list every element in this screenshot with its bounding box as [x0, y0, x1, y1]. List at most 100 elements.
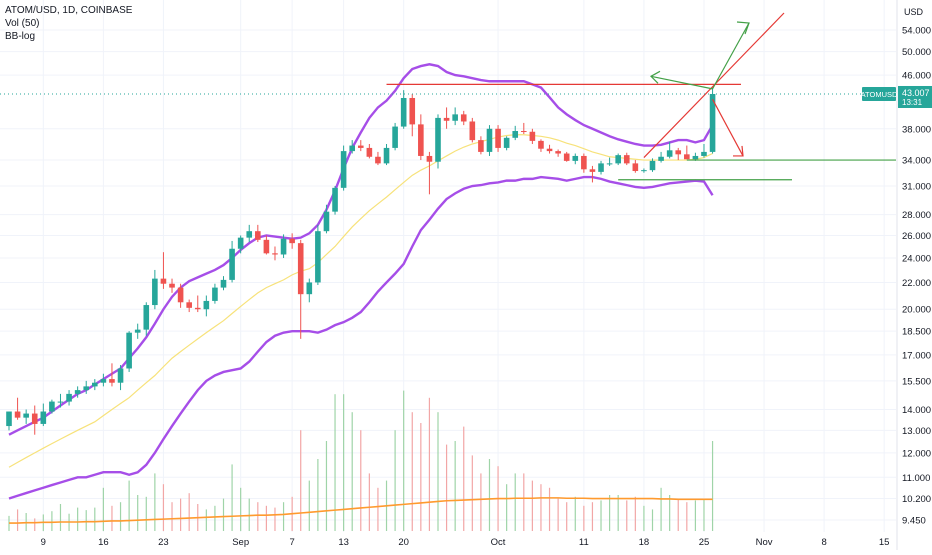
date-tick-label: 25	[699, 537, 710, 548]
volume-bar	[145, 496, 147, 531]
time-axis[interactable]: 91623Sep71320Oct111825Nov81522	[41, 537, 932, 548]
volume-bar	[591, 502, 594, 531]
volume-bar	[403, 390, 405, 531]
candle-body	[589, 169, 596, 172]
candle-body	[14, 411, 21, 418]
candle-body	[452, 114, 458, 121]
candle-body	[563, 153, 570, 161]
legend-bb[interactable]: BB-log	[5, 31, 36, 42]
candle-body	[503, 137, 510, 148]
price-tick-label: 14.000	[902, 405, 931, 416]
date-tick-label: 13	[338, 537, 349, 548]
volume-ma-line	[9, 497, 713, 524]
legend-symbol[interactable]: ATOM/USD, 1D, COINBASE	[5, 5, 133, 16]
volume-bar	[523, 473, 525, 531]
date-tick-label: Oct	[491, 537, 506, 548]
candle-body	[632, 163, 639, 172]
candle-body	[701, 151, 707, 156]
candle-body	[641, 170, 647, 172]
price-tick-label: 18.500	[902, 327, 931, 338]
candle-body	[237, 237, 244, 249]
candle-body	[332, 187, 338, 212]
volume-bars	[8, 390, 714, 531]
candle-body	[375, 156, 381, 164]
arrow-left-line	[650, 75, 713, 90]
volume-bar	[222, 498, 225, 531]
volume-bar	[557, 498, 559, 531]
volume-bar	[300, 430, 302, 531]
price-tick-label: 22.000	[902, 278, 931, 289]
currency-label: USD	[904, 7, 924, 17]
volume-bar	[119, 502, 122, 531]
candle-body	[315, 231, 321, 283]
volume-bar	[394, 430, 396, 531]
price-tick-label: 9.450	[902, 516, 926, 527]
volume-bar	[128, 480, 130, 531]
volume-bar	[102, 487, 104, 531]
price-tag-value: 43.007	[902, 88, 930, 98]
volume-bar	[609, 495, 611, 531]
volume-bar	[574, 496, 576, 531]
candle-body	[486, 128, 493, 152]
volume-bar	[154, 473, 156, 531]
candle-body	[538, 140, 544, 149]
date-tick-label: 18	[639, 537, 650, 548]
volume-bar	[626, 500, 628, 531]
price-axis[interactable]: 54.000 50.000 46.000 38.000 34.000 31.000 28.0…	[896, 0, 931, 550]
candle-body	[57, 401, 64, 403]
price-tick-label: 10.200	[902, 494, 931, 505]
bb-basis-line	[8, 134, 713, 468]
candle-body	[143, 305, 150, 330]
volume-bar	[94, 507, 96, 531]
bb-upper-line	[8, 63, 714, 436]
volume-bar	[308, 480, 310, 531]
arrow-down-head	[733, 145, 744, 157]
candle-body	[177, 287, 184, 303]
candle-body	[272, 253, 278, 255]
volume-bar	[686, 502, 688, 531]
volume-bar	[360, 430, 362, 531]
volume-bar	[214, 505, 216, 531]
candle-body	[495, 128, 501, 148]
bollinger-bands	[8, 63, 714, 500]
candle-body	[357, 145, 364, 148]
date-tick-label: 16	[98, 537, 109, 548]
candle-body	[349, 145, 355, 152]
candle-body	[658, 156, 664, 161]
volume-bar	[171, 502, 173, 531]
arrow-left-head	[650, 70, 661, 84]
price-tick-label: 13.000	[902, 426, 931, 437]
volume-bar	[600, 500, 602, 531]
candle-body	[666, 150, 673, 157]
candle-body	[598, 163, 604, 172]
candle-body	[512, 131, 519, 138]
volume-bar	[506, 484, 508, 531]
arrow-up-head	[736, 21, 750, 35]
candle-body	[409, 97, 416, 125]
volume-bar	[111, 505, 113, 531]
legend-volume[interactable]: Vol (50)	[5, 18, 40, 29]
candle-body	[169, 283, 175, 288]
volume-bar	[274, 507, 276, 531]
bb-lower-line	[8, 175, 714, 500]
date-tick-label: 8	[821, 537, 826, 548]
volume-bar	[59, 504, 62, 531]
candle-body	[521, 131, 527, 133]
price-tick-label: 20.000	[902, 305, 931, 316]
candle-body	[229, 248, 235, 280]
candle-body	[555, 151, 561, 154]
candle-body	[323, 211, 330, 232]
volume-bar	[703, 498, 705, 531]
price-tick-label: 46.000	[902, 71, 931, 82]
volume-bar	[180, 498, 182, 531]
date-tick-label: Sep	[232, 537, 249, 548]
volume-bar	[334, 394, 336, 531]
candle-body	[92, 382, 98, 387]
volume-bar	[231, 464, 233, 531]
candle-body	[186, 302, 192, 308]
candle-body	[31, 413, 38, 424]
candle-body	[418, 124, 424, 156]
